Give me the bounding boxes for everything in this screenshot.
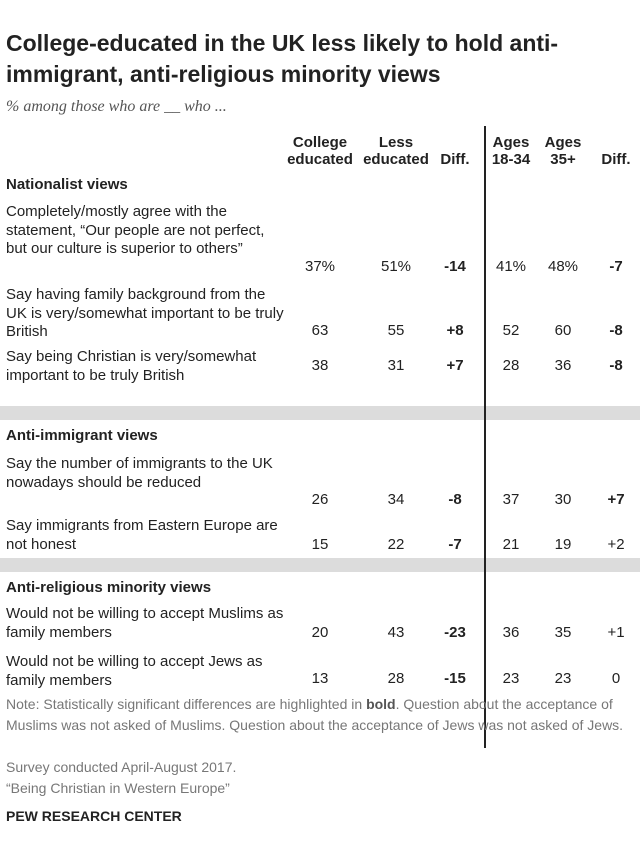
row-label: Would not be willing to accept Jews as f… <box>6 653 263 689</box>
section-heading: Anti-immigrant views <box>6 427 158 444</box>
column-header: Diff. <box>433 134 477 168</box>
table-cell: 36 <box>554 357 572 374</box>
row-label: Completely/mostly agree with the stateme… <box>6 203 265 257</box>
table-cell: -15 <box>444 670 466 687</box>
note-text: Note: Statistically significant differen… <box>6 696 367 712</box>
column-header-line: 35+ <box>550 151 576 168</box>
column-header-line: Diff. <box>601 151 631 168</box>
table-cell: +1 <box>607 624 625 641</box>
table-cell: 30 <box>554 491 572 508</box>
column-header-line: Diff. <box>440 151 470 168</box>
table-cell: 23 <box>502 670 520 687</box>
table-cell: 36 <box>502 624 520 641</box>
table-cell: -8 <box>448 491 462 508</box>
column-header-line: educated <box>287 151 353 168</box>
column-header-line: educated <box>363 151 429 168</box>
section-heading: Anti-religious minority views <box>6 579 212 596</box>
table-cell: 51% <box>380 258 412 275</box>
table-cell: 20 <box>311 624 329 641</box>
table-cell: +2 <box>607 536 625 553</box>
column-header: Diff. <box>594 134 638 168</box>
table-cell: 26 <box>311 491 329 508</box>
table-cell: 0 <box>611 670 621 687</box>
section-separator <box>0 406 640 420</box>
row-label: Say the number of immigrants to the UK n… <box>6 455 273 491</box>
table-cell: 55 <box>387 322 405 339</box>
table-cell: 28 <box>502 357 520 374</box>
table-cell: 34 <box>387 491 405 508</box>
row-label: Say immigrants from Eastern Europe are n… <box>6 517 278 553</box>
table-cell: 13 <box>311 670 329 687</box>
note-text-rest: . Question about the acceptance of Musli… <box>6 696 624 733</box>
note-bold-word: bold <box>366 696 396 712</box>
column-header-line <box>594 134 638 151</box>
table-cell: 43 <box>387 624 405 641</box>
table-cell: 23 <box>554 670 572 687</box>
chart-title: College-educated in the UK less likely t… <box>6 30 559 87</box>
section-heading: Nationalist views <box>6 176 128 193</box>
table-cell: -23 <box>444 624 466 641</box>
table-cell: 63 <box>311 322 329 339</box>
column-header-line: Less <box>378 134 414 151</box>
table-cell: -7 <box>448 536 462 553</box>
row-label: Would not be willing to accept Muslims a… <box>6 605 284 641</box>
table-cell: 37% <box>304 258 336 275</box>
survey-note: Survey conducted April-August 2017. <box>6 759 237 775</box>
table-cell: 19 <box>554 536 572 553</box>
column-header: Ages 35+ <box>540 134 586 168</box>
table-cell: 60 <box>554 322 572 339</box>
table-cell: 38 <box>311 357 329 374</box>
table-cell: 35 <box>554 624 572 641</box>
column-header-line: Ages <box>492 134 530 151</box>
table-cell: 28 <box>387 670 405 687</box>
column-divider <box>484 126 486 748</box>
column-header: College educated <box>283 134 357 168</box>
row-label: Say having family background from the UK… <box>6 286 284 340</box>
table-cell: 52 <box>502 322 520 339</box>
chart-subtitle: % among those who are __ who ... <box>6 98 227 115</box>
table-cell: -7 <box>609 258 623 275</box>
column-header-line <box>433 134 477 151</box>
table-cell: -8 <box>609 357 623 374</box>
table-cell: +8 <box>446 322 464 339</box>
column-header-line: 18-34 <box>491 151 531 168</box>
table-cell: +7 <box>446 357 464 374</box>
column-header: Less educated <box>354 134 438 168</box>
table-cell: 48% <box>547 258 579 275</box>
section-separator <box>0 558 640 572</box>
report-title: “Being Christian in Western Europe” <box>6 780 230 796</box>
table-cell: 22 <box>387 536 405 553</box>
source-label: PEW RESEARCH CENTER <box>6 808 182 824</box>
column-header-line: College <box>292 134 348 151</box>
column-header: Ages 18-34 <box>488 134 534 168</box>
table-cell: 21 <box>502 536 520 553</box>
table-cell: 15 <box>311 536 329 553</box>
table-cell: -14 <box>444 258 466 275</box>
table-cell: 31 <box>387 357 405 374</box>
row-label: Say being Christian is very/somewhat imp… <box>6 348 257 384</box>
table-cell: -8 <box>609 322 623 339</box>
table-cell: +7 <box>607 491 625 508</box>
table-cell: 41% <box>495 258 527 275</box>
column-header-line: Ages <box>544 134 582 151</box>
note: Note: Statistically significant differen… <box>6 694 634 736</box>
table-cell: 37 <box>502 491 520 508</box>
